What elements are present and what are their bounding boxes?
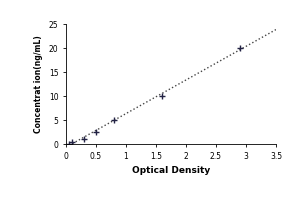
Y-axis label: Concentrat ion(ng/mL): Concentrat ion(ng/mL) xyxy=(34,35,43,133)
X-axis label: Optical Density: Optical Density xyxy=(132,166,210,175)
